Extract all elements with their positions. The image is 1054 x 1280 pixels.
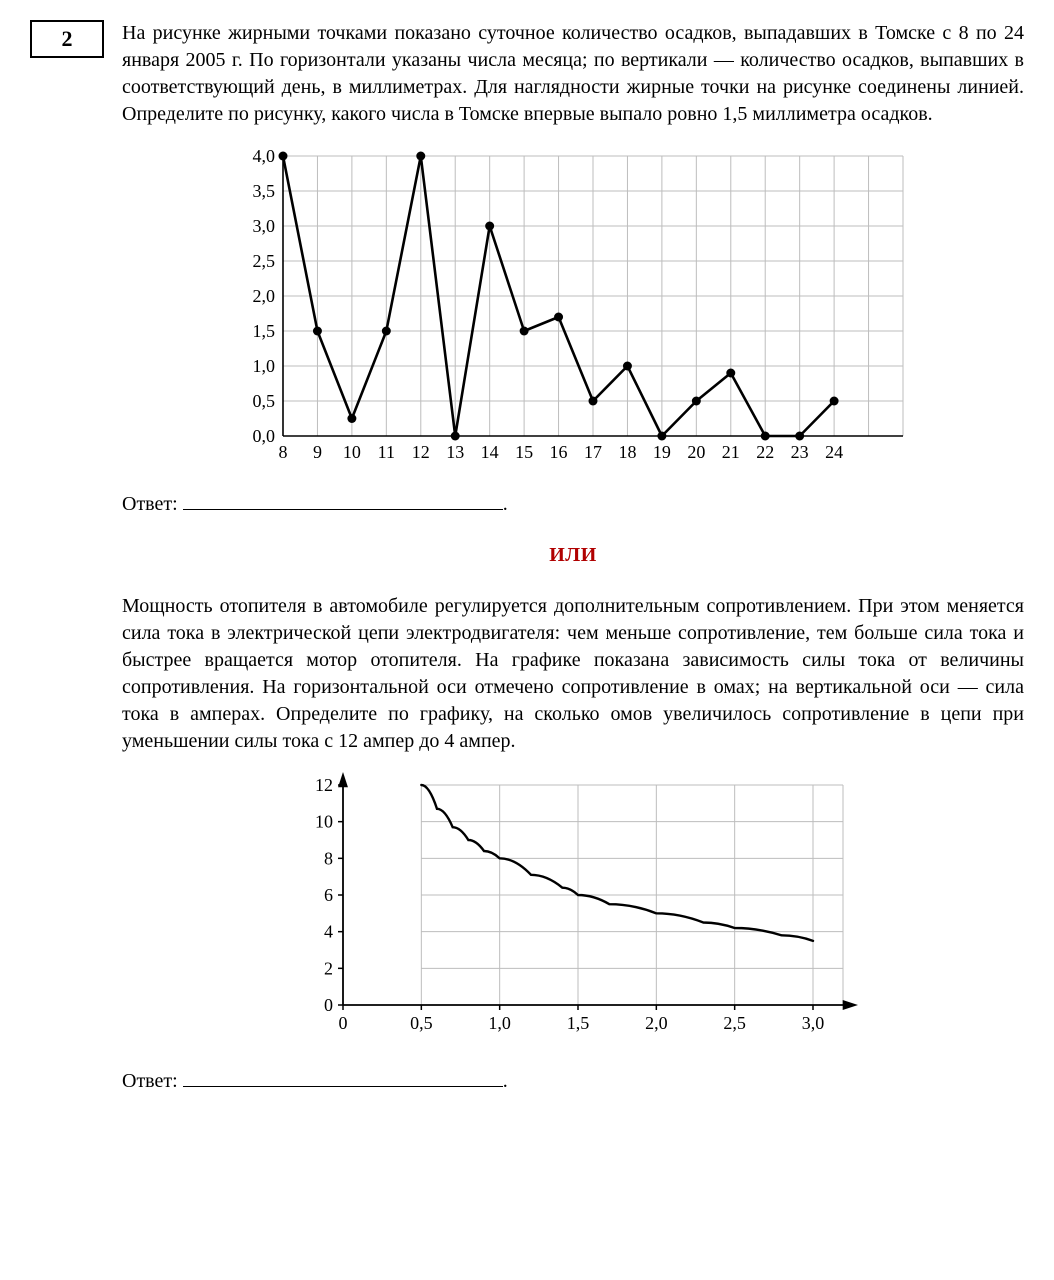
svg-text:11: 11 <box>378 442 395 462</box>
task1-chart: 0,0 0,5 1,0 1,5 2,0 2,5 3,0 3,5 4,0 8 9 10 11 12 13 14 1… <box>223 142 923 472</box>
svg-text:10: 10 <box>315 812 333 832</box>
task2-text: Мощность отопителя в автомобиле регулиру… <box>122 593 1024 755</box>
task2-answer-line: Ответ: . <box>122 1065 1024 1093</box>
svg-text:17: 17 <box>584 442 602 462</box>
svg-text:24: 24 <box>825 442 843 462</box>
svg-text:14: 14 <box>481 442 499 462</box>
svg-text:1,5: 1,5 <box>567 1013 590 1033</box>
svg-text:20: 20 <box>687 442 705 462</box>
task2-answer-blank[interactable] <box>183 1065 503 1087</box>
svg-text:12: 12 <box>412 442 430 462</box>
svg-text:3,0: 3,0 <box>802 1013 825 1033</box>
task1-answer-label: Ответ: <box>122 493 178 515</box>
svg-text:3,5: 3,5 <box>253 181 276 201</box>
task1-answer-line: Ответ: . <box>122 488 1024 516</box>
svg-text:19: 19 <box>653 442 671 462</box>
question-number-box: 2 <box>30 20 104 58</box>
or-separator: ИЛИ <box>122 544 1024 567</box>
svg-text:21: 21 <box>722 442 740 462</box>
svg-text:15: 15 <box>515 442 533 462</box>
task2-answer-label: Ответ: <box>122 1070 178 1092</box>
svg-text:16: 16 <box>550 442 568 462</box>
svg-text:4: 4 <box>324 922 333 942</box>
svg-text:2,5: 2,5 <box>723 1013 746 1033</box>
task1-answer-blank[interactable] <box>183 488 503 510</box>
svg-text:0,5: 0,5 <box>410 1013 433 1033</box>
svg-text:8: 8 <box>279 442 288 462</box>
svg-text:23: 23 <box>791 442 809 462</box>
svg-text:10: 10 <box>343 442 361 462</box>
svg-text:22: 22 <box>756 442 774 462</box>
svg-text:6: 6 <box>324 885 333 905</box>
svg-text:8: 8 <box>324 848 333 868</box>
svg-text:0: 0 <box>339 1013 348 1033</box>
svg-text:0,5: 0,5 <box>253 391 276 411</box>
svg-text:12: 12 <box>315 775 333 795</box>
svg-text:1,0: 1,0 <box>253 356 276 376</box>
svg-text:3,0: 3,0 <box>253 216 276 236</box>
svg-text:2: 2 <box>324 958 333 978</box>
svg-text:4,0: 4,0 <box>253 146 276 166</box>
svg-text:9: 9 <box>313 442 322 462</box>
task2-chart-wrap: 0 2 4 6 8 10 12 0 0,5 1,0 1,5 2,0 2,5 3,0 <box>122 769 1024 1049</box>
svg-text:2,0: 2,0 <box>645 1013 668 1033</box>
svg-text:2,0: 2,0 <box>253 286 276 306</box>
svg-text:1,5: 1,5 <box>253 321 276 341</box>
task1-chart-wrap: 0,0 0,5 1,0 1,5 2,0 2,5 3,0 3,5 4,0 8 9 10 11 12 13 14 1… <box>122 142 1024 472</box>
task2-chart: 0 2 4 6 8 10 12 0 0,5 1,0 1,5 2,0 2,5 3,0 <box>273 769 873 1049</box>
svg-text:0,0: 0,0 <box>253 426 276 446</box>
svg-text:13: 13 <box>446 442 464 462</box>
svg-text:0: 0 <box>324 995 333 1015</box>
svg-text:2,5: 2,5 <box>253 251 276 271</box>
task1-text: На рисунке жирными точками показано суто… <box>122 20 1024 128</box>
svg-text:1,0: 1,0 <box>488 1013 511 1033</box>
svg-text:18: 18 <box>618 442 636 462</box>
